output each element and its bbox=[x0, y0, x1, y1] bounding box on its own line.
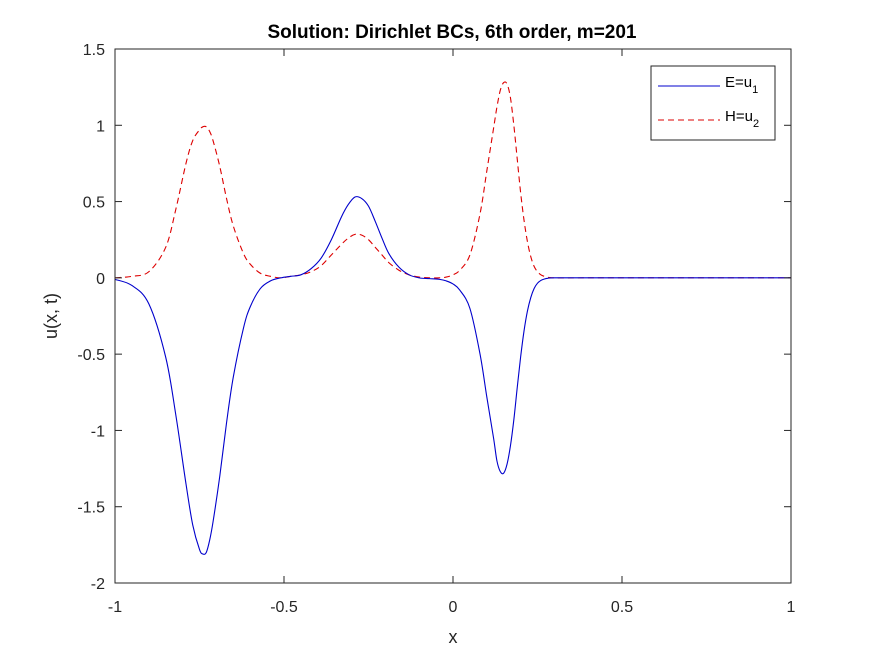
y-tick-label: 1.5 bbox=[83, 42, 105, 59]
legend-label: E=u1 bbox=[725, 74, 758, 96]
legend-label-text: E=u bbox=[725, 74, 752, 91]
series-line-h bbox=[114, 81, 791, 279]
legend: E=u1 H=u2 bbox=[650, 65, 776, 141]
x-axis-ticks: -1 -0.5 0 0.5 1 bbox=[108, 49, 796, 616]
legend-items: E=u1 H=u2 bbox=[658, 74, 759, 130]
y-axis-label: u(x, t) bbox=[41, 293, 61, 339]
legend-box bbox=[650, 65, 776, 141]
x-axis-label: x bbox=[449, 627, 458, 647]
legend-label-text: H=u bbox=[725, 108, 753, 125]
y-tick-label: -0.5 bbox=[77, 347, 105, 364]
y-axis-ticks: -2 -1.5 -1 -0.5 0 0.5 1 1.5 bbox=[77, 42, 791, 593]
x-tick-label: 0.5 bbox=[611, 599, 633, 616]
series-layer bbox=[114, 81, 791, 555]
x-tick-label: -0.5 bbox=[270, 599, 298, 616]
x-tick-label: -1 bbox=[108, 599, 122, 616]
y-tick-label: 0.5 bbox=[83, 195, 105, 212]
legend-label-subscript: 2 bbox=[753, 118, 759, 130]
y-tick-label: 0 bbox=[96, 271, 105, 288]
legend-label-subscript: 1 bbox=[752, 84, 758, 96]
legend-label: H=u2 bbox=[725, 108, 759, 130]
x-tick-label: 1 bbox=[787, 599, 796, 616]
y-tick-label: 1 bbox=[96, 118, 105, 135]
y-tick-label: -1.5 bbox=[77, 500, 105, 517]
series-line-e bbox=[114, 196, 791, 555]
x-tick-label: 0 bbox=[449, 599, 458, 616]
y-tick-label: -2 bbox=[91, 576, 105, 593]
chart-title: Solution: Dirichlet BCs, 6th order, m=20… bbox=[268, 22, 637, 43]
y-tick-label: -1 bbox=[91, 423, 105, 440]
